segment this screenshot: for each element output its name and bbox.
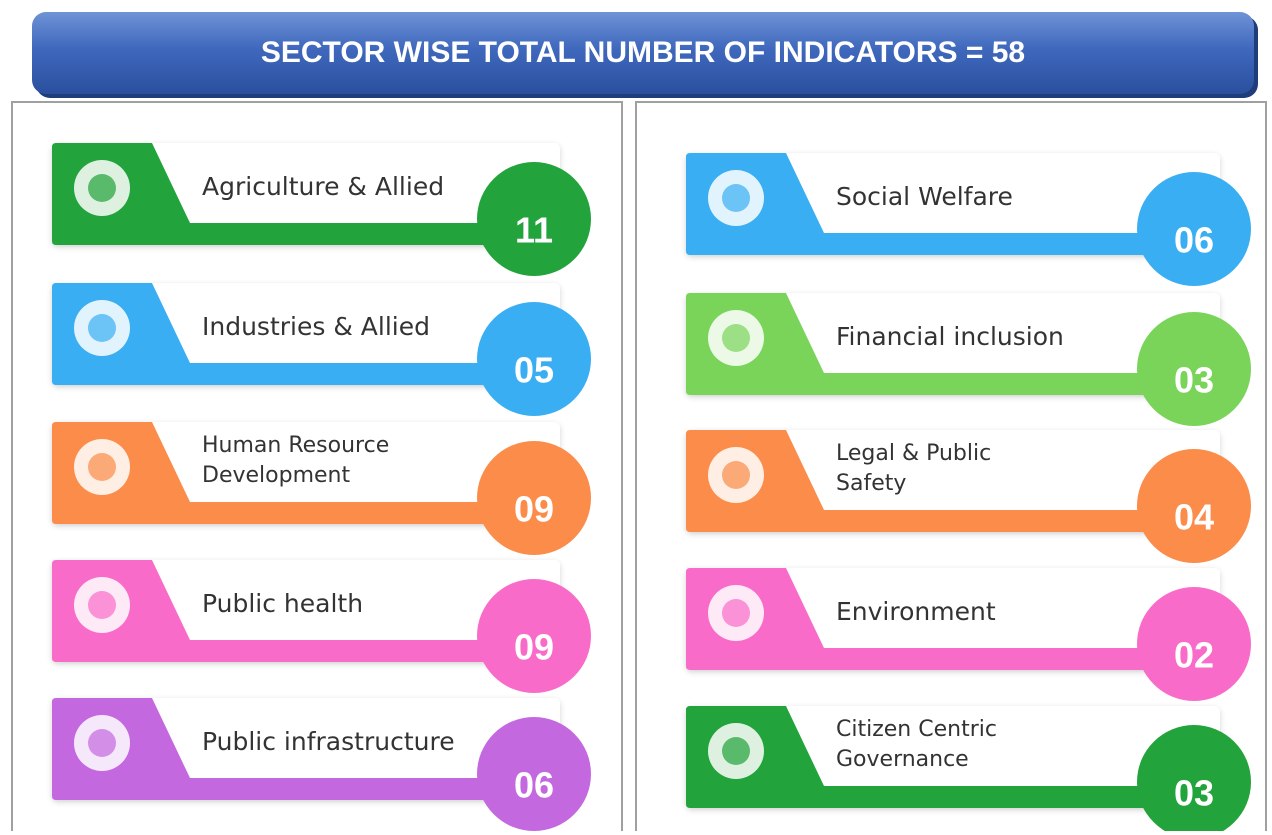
sector-card: Financial inclusion 03 [686,293,1251,426]
sector-count: 06 [1174,220,1214,261]
sector-count: 06 [514,765,554,806]
sector-label: Social Welfare [836,182,1013,211]
sector-icon [74,439,130,495]
sector-label: Environment [836,597,996,626]
sector-card: Human Resource Development 09 [52,422,591,555]
infographic: SECTOR WISE TOTAL NUMBER OF INDICATORS =… [0,0,1272,831]
sector-icon [74,577,130,633]
sector-card: Citizen Centric Governance 03 [686,706,1251,831]
sector-card: Public health 09 [52,560,591,693]
sector-card: Public infrastructure 06 [52,698,591,831]
sector-icon [74,300,130,356]
icon-detail [88,591,116,619]
icon-detail [88,174,116,202]
sector-label: Human Resource [202,433,389,458]
sector-label: Public health [202,589,363,618]
sector-label: Safety [836,471,906,496]
icon-detail [722,461,750,489]
sector-count: 09 [514,489,554,530]
sector-icon [708,447,764,503]
sector-label: Development [202,463,350,488]
cards: Agriculture & Allied 11 Industries & Allie… [52,143,1251,831]
icon-detail [88,314,116,342]
sector-icon [708,170,764,226]
sector-count: 03 [1174,773,1214,814]
sector-count: 04 [1174,497,1214,538]
sector-count: 05 [514,350,554,391]
title: SECTOR WISE TOTAL NUMBER OF INDICATORS =… [261,36,1025,69]
icon-detail [88,729,116,757]
sector-icon [74,160,130,216]
sector-card: Social Welfare 06 [686,153,1251,286]
icon-detail [722,184,750,212]
sector-icon [74,715,130,771]
sector-icon [708,723,764,779]
icon-detail [722,599,750,627]
sector-card: Industries & Allied 05 [52,283,591,416]
sector-label: Public infrastructure [202,727,455,756]
sector-label: Agriculture & Allied [202,172,444,201]
sector-icon [708,310,764,366]
sector-label: Industries & Allied [202,312,430,341]
sector-count: 02 [1174,635,1214,676]
sector-card: Environment 02 [686,568,1251,701]
icon-detail [88,453,116,481]
sector-label: Financial inclusion [836,322,1064,351]
sector-label: Citizen Centric [836,717,997,742]
sector-label: Legal & Public [836,441,991,466]
sector-label: Governance [836,747,969,772]
sector-card: Legal & Public Safety 04 [686,430,1251,563]
icon-detail [722,737,750,765]
sector-count: 09 [514,627,554,668]
sector-count: 03 [1174,360,1214,401]
sector-icon [708,585,764,641]
sector-card: Agriculture & Allied 11 [52,143,591,276]
icon-detail [722,324,750,352]
sector-count: 11 [515,210,553,251]
